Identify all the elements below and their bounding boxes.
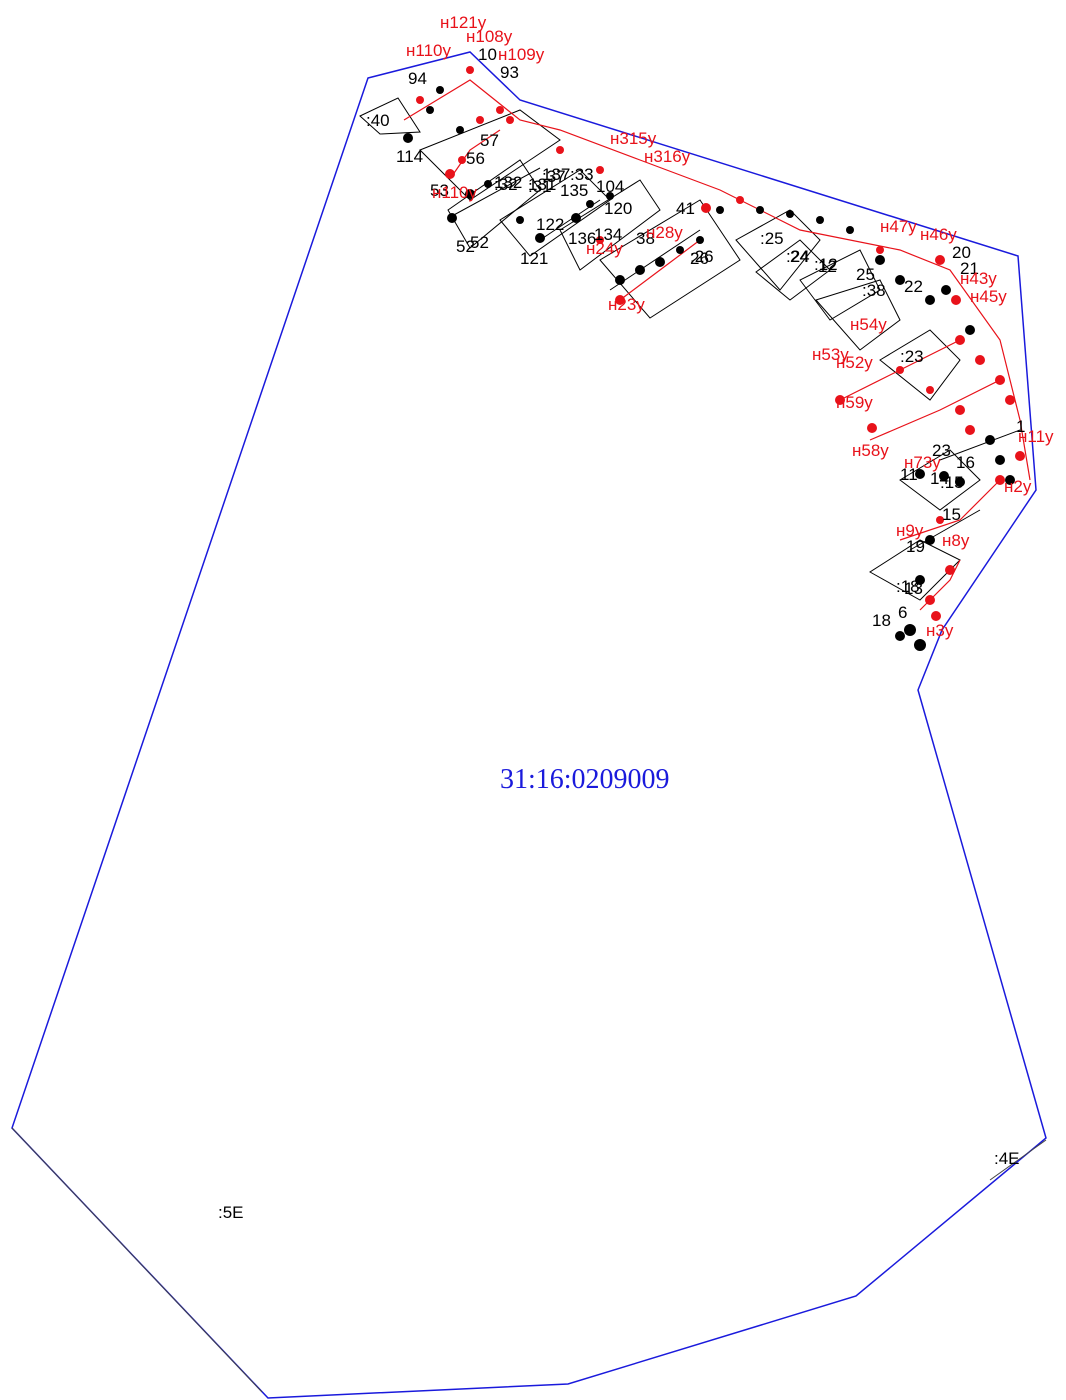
point-label: 41 — [676, 199, 695, 218]
new-point-label: н53у — [812, 345, 849, 364]
new-point-label: н110у — [432, 183, 477, 202]
point-label: 23 — [932, 441, 951, 460]
new-point-label: н316у — [644, 147, 691, 166]
new-point-label: н9у — [896, 521, 924, 540]
existing-point-labels: 114 52 121 122 136 134 53 56 57 132 131 … — [396, 45, 1025, 630]
corner-label-right: :4E — [994, 1149, 1020, 1168]
point-label: 137 — [542, 165, 570, 184]
adjacent-boundary-2 — [989, 1139, 1047, 1181]
parcel-label: :40 — [366, 111, 390, 130]
point-label: 38 — [636, 229, 655, 248]
point-label: 104 — [596, 177, 624, 196]
point-label: 131 — [528, 175, 556, 194]
point-label: 13 — [904, 579, 923, 598]
point-label: 25 — [856, 265, 875, 284]
point-label: 10 — [478, 45, 497, 64]
new-point-label: н52у — [836, 353, 873, 372]
new-point-label: н121у — [440, 13, 487, 32]
new-point-label: н110у — [406, 41, 451, 60]
parcel-label: :31 — [528, 177, 552, 196]
parcel-label: :37 — [542, 167, 566, 186]
new-point-label: н45у — [970, 287, 1007, 306]
parcel-label: :15 — [940, 473, 964, 492]
adjacent-boundary — [11, 1127, 263, 1393]
parcel-label: :25 — [760, 229, 784, 248]
point-label: 134 — [594, 225, 622, 244]
new-point-label: н315у — [610, 129, 657, 148]
new-point-label: н43у — [960, 269, 997, 288]
parcel-labels: :40 :25 :26 :24 :12 :38 :23 :15 :18 :31 … — [366, 111, 964, 596]
point-label: 120 — [604, 199, 632, 218]
new-point-label: н23у — [608, 295, 645, 314]
point-label: 1 — [1016, 417, 1025, 436]
point-label: 19 — [906, 537, 925, 556]
new-point-label: н47у — [880, 217, 917, 236]
parcel-label: :38 — [862, 281, 886, 300]
point-label: 57 — [480, 131, 499, 150]
parcel-label: :12 — [814, 255, 838, 274]
block-boundary — [11, 51, 1047, 1399]
point-label: 132 — [494, 173, 522, 192]
new-points — [416, 66, 1025, 621]
new-point-label: н46у — [920, 225, 957, 244]
new-point-label: н109у — [498, 45, 545, 64]
point-label: 93 — [500, 63, 519, 82]
point-label: 52 — [456, 237, 475, 256]
point-label: 122 — [536, 215, 564, 234]
new-point-label: н59у — [836, 393, 873, 412]
new-point-label: н8у — [942, 531, 970, 550]
parcel-label: :33 — [570, 165, 594, 184]
point-label: 114 — [396, 147, 423, 166]
new-point-label: н24у — [586, 239, 623, 258]
new-point-label: н58у — [852, 441, 889, 460]
parcel-label: :26 — [690, 247, 714, 266]
point-label: 16 — [956, 453, 975, 472]
point-label: 135 — [560, 181, 588, 200]
new-point-label: н73у — [904, 453, 941, 472]
point-label: 12 — [818, 257, 837, 276]
block-number-label: 31:16:0209009 — [500, 764, 670, 795]
point-label: 56 — [466, 149, 485, 168]
new-point-label: н11у — [1018, 427, 1054, 446]
new-point-label: н2у — [1004, 477, 1032, 496]
point-label: 14 — [930, 469, 949, 488]
point-label: 22 — [904, 277, 923, 296]
point-label: 20 — [952, 243, 971, 262]
new-boundary-lines — [403, 79, 1031, 611]
existing-points — [403, 86, 1015, 651]
new-point-label: н3у — [926, 621, 954, 640]
parcel-label: :24 — [786, 247, 810, 266]
point-label: 6 — [898, 603, 907, 622]
point-label: 11 — [900, 465, 918, 484]
point-label: 15 — [942, 505, 961, 524]
new-point-label: н28у — [646, 223, 683, 242]
point-label: 26 — [690, 249, 709, 268]
point-label: 18 — [872, 611, 891, 630]
parcel-label: :32 — [494, 175, 518, 194]
point-label: 53 — [430, 181, 449, 200]
new-point-label: н54у — [850, 315, 887, 334]
point-label: 136 — [568, 229, 596, 248]
corner-label-left: :5E — [218, 1203, 244, 1222]
parcel-label: :18 — [896, 577, 920, 596]
new-point-labels: н121у н108у н109у н110у н23у н24у н43у н… — [406, 13, 1054, 640]
point-label: 24 — [790, 247, 809, 266]
parcel-label: :23 — [900, 347, 924, 366]
new-point-label: н108у — [466, 27, 513, 46]
point-label: 121 — [520, 249, 548, 268]
point-label: 94 — [408, 69, 427, 88]
point-label: 52 — [470, 233, 489, 252]
point-label: 21 — [960, 259, 979, 278]
